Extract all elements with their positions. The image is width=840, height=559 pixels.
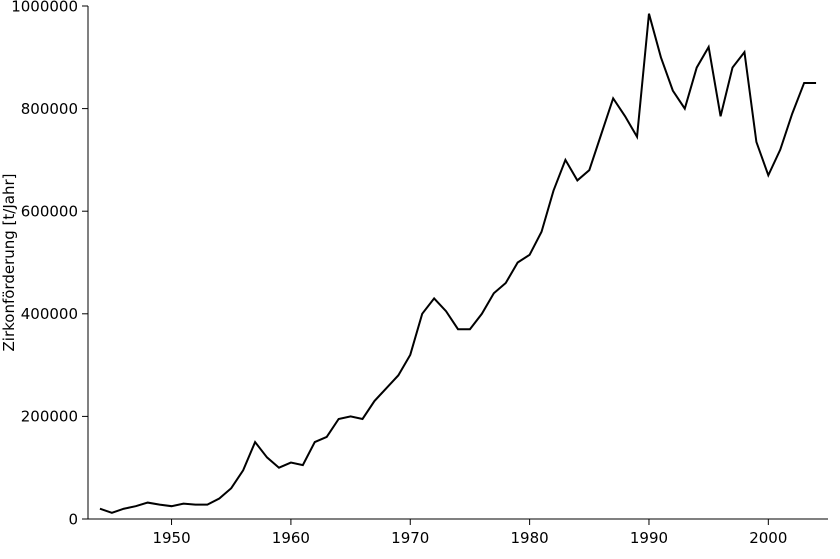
- chart-svg: 1950 1960 1970 1980 1990 2000 0 200000 400000 600…: [0, 0, 840, 559]
- y-axis-label: Zirkonförderung [t/Jahr]: [0, 174, 18, 352]
- x-tick-label: 1990: [630, 529, 668, 547]
- y-tick-label: 1000000: [11, 0, 78, 15]
- y-tick-label: 0: [68, 510, 78, 528]
- y-tick-label: 600000: [21, 202, 78, 220]
- x-tick-label: 1970: [391, 529, 429, 547]
- line-chart: 1950 1960 1970 1980 1990 2000 0 200000 400000 600…: [0, 0, 840, 559]
- x-tick-label: 1950: [152, 529, 190, 547]
- data-series-line: [100, 14, 816, 513]
- y-tick-label: 200000: [21, 408, 78, 426]
- x-tick-label: 1980: [511, 529, 549, 547]
- y-tick-label: 800000: [21, 100, 78, 118]
- y-tick-label: 400000: [21, 305, 78, 323]
- x-tick-label: 2000: [749, 529, 787, 547]
- x-tick-label: 1960: [272, 529, 310, 547]
